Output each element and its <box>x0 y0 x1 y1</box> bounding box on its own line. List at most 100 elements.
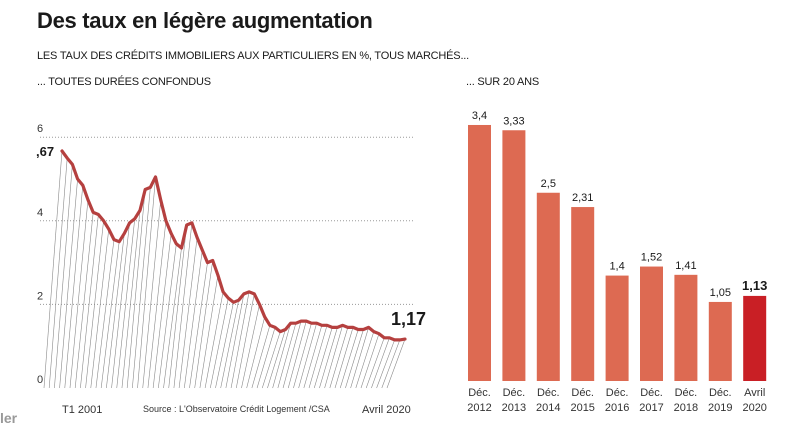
hatch-line <box>142 199 162 389</box>
hatch-line <box>241 304 260 389</box>
bar-category-label: Déc. <box>537 387 560 399</box>
end-value-label: 1,17 <box>391 309 426 329</box>
hatch-line <box>339 329 359 389</box>
bar-category-year: 2015 <box>570 402 594 414</box>
bar-Déc-2018 <box>674 274 698 381</box>
bar-category-year: 2016 <box>605 402 629 414</box>
hatch-line <box>178 237 198 389</box>
hatch-line <box>230 291 250 389</box>
hatch-line <box>95 239 115 389</box>
bar-Avril-2020 <box>743 295 767 381</box>
hatch-line <box>277 323 297 389</box>
bar-chart-caption: ... SUR 20 ANS <box>466 76 540 88</box>
hatch-line <box>184 250 203 389</box>
hatch-line <box>225 293 245 389</box>
x-label-end: Avril 2020 <box>362 404 411 416</box>
hatch-line <box>210 298 229 389</box>
hatch-line <box>48 158 68 389</box>
bar-value-label: 1,05 <box>710 287 731 299</box>
y-tick-label-4: 4 <box>37 207 43 219</box>
bar-value-label: 2,5 <box>541 178 556 190</box>
chart-subtitle: LES TAUX DES CRÉDITS IMMOBILIERS AUX PAR… <box>37 50 470 62</box>
hatch-line <box>246 316 265 389</box>
hatch-line <box>43 150 63 389</box>
bar-Déc-2017 <box>640 266 663 381</box>
bar-category-label: Avril <box>744 387 765 399</box>
y-tick-label-2: 2 <box>37 290 43 302</box>
bar-value-label: 1,4 <box>609 261 624 273</box>
hatch-line <box>189 262 208 389</box>
hatch-line <box>256 327 276 389</box>
bar-value-label: 1,13 <box>742 278 767 293</box>
bar-value-label: 1,41 <box>675 260 696 272</box>
hatch-line <box>287 321 307 389</box>
bar-category-year: 2014 <box>536 402 560 414</box>
bar-Déc-2015 <box>571 207 595 381</box>
bar-category-label: Déc. <box>503 387 526 399</box>
hatch-line <box>303 325 323 389</box>
hatch-line <box>80 214 99 389</box>
hatch-line <box>121 210 141 389</box>
hatch-line <box>282 321 302 389</box>
hatch-line <box>293 323 312 389</box>
series-line <box>60 149 407 342</box>
hatch-line <box>132 187 151 389</box>
bar-Déc-2012 <box>468 124 491 381</box>
source-note: Source : L'Observatoire Crédit Logement … <box>143 404 330 414</box>
bar-category-year: 2019 <box>708 402 732 414</box>
hatch-line <box>85 220 104 389</box>
hatch-line <box>298 323 317 389</box>
hatch-line <box>251 325 271 389</box>
hatch-line <box>194 260 214 389</box>
bar-category-label: Déc. <box>606 387 629 399</box>
bar-Déc-2019 <box>708 301 732 381</box>
chart-title: Des taux en légère augmentation <box>37 8 373 33</box>
y-tick-label-0: 0 <box>37 374 43 386</box>
hatch-line <box>308 325 328 389</box>
bar-Déc-2014 <box>536 192 560 381</box>
edge-text-fragment: ler <box>0 410 18 426</box>
hatch-line <box>64 185 84 389</box>
hatch-line <box>376 339 395 389</box>
bar-category-year: 2013 <box>502 402 526 414</box>
hatch-line <box>261 331 281 389</box>
start-value-label: ,67 <box>36 144 54 159</box>
hatch-line <box>365 337 385 389</box>
hatch-line <box>147 220 167 389</box>
y-tick-label-6: 6 <box>37 123 43 135</box>
bar-value-label: 3,4 <box>472 110 487 122</box>
line-chart-caption: ... TOUTES DURÉES CONFONDUS <box>37 76 211 88</box>
hatch-line <box>100 241 120 389</box>
bar-category-year: 2020 <box>742 402 766 414</box>
hatch-line <box>59 178 78 389</box>
hatch-line <box>54 164 73 389</box>
bar-category-label: Déc. <box>571 387 594 399</box>
hatch-line <box>334 327 354 389</box>
hatch-line <box>371 337 390 389</box>
hatch-line <box>215 302 234 389</box>
bar-category-label: Déc. <box>640 387 663 399</box>
hatch-line <box>158 243 177 389</box>
hatch-line <box>152 233 172 389</box>
bar-category-year: 2012 <box>467 402 491 414</box>
hatch-line <box>111 222 130 389</box>
bar-category-label: Déc. <box>675 387 698 399</box>
hatch-line <box>381 339 401 389</box>
hatch-line <box>74 212 94 389</box>
hatch-line <box>137 176 156 389</box>
bar-category-year: 2018 <box>674 402 698 414</box>
x-label-start: T1 2001 <box>62 404 102 416</box>
hatch-line <box>116 218 136 389</box>
hatch-line <box>345 329 364 389</box>
hatch-line <box>220 300 239 389</box>
hatch-line <box>386 338 406 389</box>
hatch-line <box>324 325 343 389</box>
bar-category-label: Déc. <box>468 387 491 399</box>
hatch-line <box>69 199 89 389</box>
hatch-line <box>355 331 375 389</box>
hatch-line <box>267 329 286 389</box>
hatch-line <box>199 275 219 389</box>
bar-category-year: 2017 <box>639 402 663 414</box>
hatch-line <box>204 291 224 389</box>
